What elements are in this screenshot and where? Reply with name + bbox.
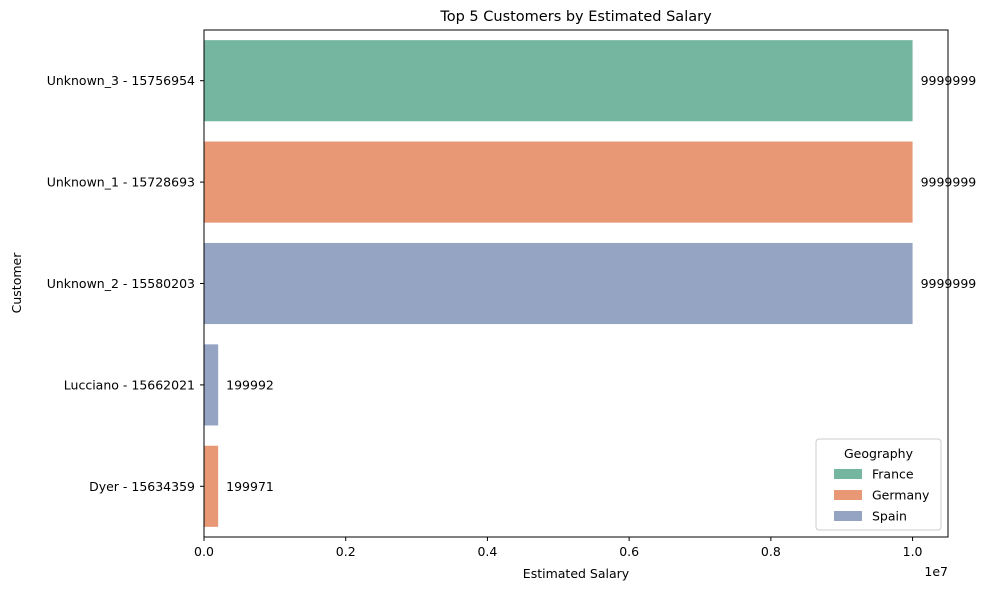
x-tick-label-2: 0.2 — [336, 544, 356, 559]
x-tick-label-4: 0.6 — [619, 544, 639, 559]
x-tick-label-5: 0.8 — [761, 544, 781, 559]
x-tick-label-1: 0.0 — [194, 544, 214, 559]
bar-value-label-5: 199971 — [226, 479, 274, 494]
x-axis-label: Estimated Salary — [523, 566, 630, 581]
x-axis-offset-text: 1e7 — [924, 564, 948, 579]
legend: Geography France Germany Spain — [815, 438, 942, 531]
legend-box — [815, 438, 942, 531]
bar-3 — [204, 242, 913, 325]
bar-value-label-4: 199992 — [226, 377, 274, 392]
x-tick-label-3: 0.4 — [477, 544, 497, 559]
legend-title: Geography — [844, 446, 914, 461]
y-tick-label-3: Unknown_2 - 15580203 — [47, 276, 195, 291]
bar-2 — [204, 141, 913, 223]
plot-frame — [203, 29, 949, 538]
x-tick-label-6: 1.0 — [903, 544, 923, 559]
legend-label-france: France — [872, 467, 914, 482]
y-tick-label-1: Unknown_3 - 15756954 — [47, 73, 195, 88]
legend-label-spain: Spain — [872, 509, 907, 524]
y-axis-label: Customer — [9, 252, 24, 314]
legend-swatch-france — [834, 469, 862, 479]
legend-swatch-germany — [834, 490, 862, 500]
chart-title: Top 5 Customers by Estimated Salary — [439, 9, 712, 25]
bar-1 — [204, 40, 913, 122]
legend-label-germany: Germany — [872, 488, 930, 503]
y-tick-label-5: Dyer - 15634359 — [89, 479, 195, 494]
legend-swatch-spain — [834, 511, 862, 521]
y-tick-label-2: Unknown_1 - 15728693 — [47, 175, 195, 190]
bar-4 — [204, 344, 219, 426]
axes-layer: Unknown_3 - 15756954 Unknown_1 - 15728693… — [47, 29, 949, 559]
bar-5 — [204, 445, 219, 527]
y-tick-label-4: Lucciano - 15662021 — [64, 377, 195, 392]
